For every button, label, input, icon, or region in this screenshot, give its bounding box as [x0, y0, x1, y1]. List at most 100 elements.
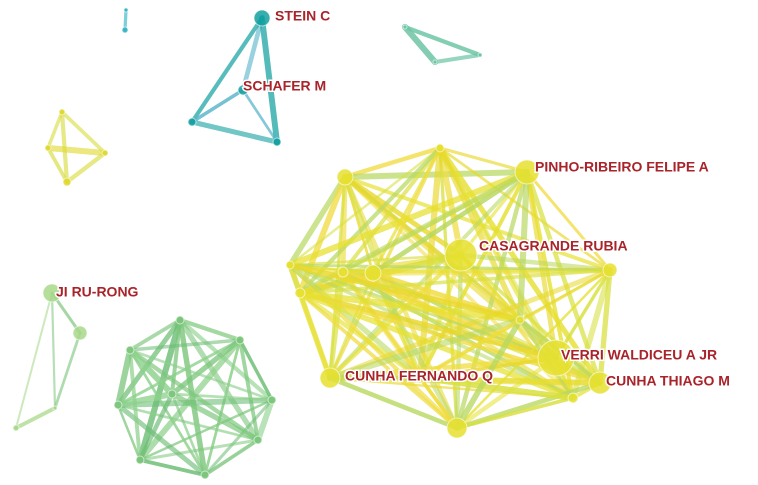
edge — [137, 391, 175, 463]
edge — [60, 110, 107, 155]
node — [187, 117, 197, 127]
edge — [203, 438, 260, 477]
edges — [14, 8, 614, 478]
edge — [138, 398, 274, 462]
edge — [177, 317, 243, 343]
node — [62, 177, 72, 187]
edge — [115, 347, 133, 408]
edge — [14, 291, 54, 430]
node — [444, 238, 478, 272]
edge — [116, 338, 242, 407]
node — [432, 59, 438, 65]
edge — [128, 348, 274, 402]
edge — [138, 458, 207, 477]
node — [235, 335, 245, 345]
edge — [115, 402, 208, 478]
edge — [46, 110, 64, 150]
node-label: VERRI WALDICEU A JR — [561, 347, 717, 363]
node — [514, 159, 540, 185]
node — [175, 315, 185, 325]
node — [135, 455, 145, 465]
edge — [136, 316, 184, 464]
node — [125, 345, 135, 355]
edge — [570, 267, 613, 401]
node — [567, 392, 579, 404]
node — [52, 405, 58, 411]
edge — [327, 267, 613, 381]
node — [337, 266, 349, 278]
edge — [115, 397, 275, 408]
edge — [128, 348, 207, 477]
edge — [455, 396, 575, 430]
edge — [128, 348, 142, 462]
node — [123, 7, 129, 13]
edge — [240, 15, 265, 93]
node — [319, 367, 341, 389]
node-label: JI RU-RONG — [56, 284, 139, 300]
node — [285, 260, 295, 270]
node — [253, 9, 271, 27]
edge — [287, 174, 348, 268]
edge — [454, 317, 523, 431]
edge — [53, 331, 82, 410]
edge — [288, 146, 442, 267]
edge — [516, 168, 531, 324]
labels: STEIN C SCHAFER M PINHO-RIBEIRO FELIPE A… — [55, 6, 732, 390]
node-label: CUNHA THIAGO M — [606, 373, 730, 389]
edge — [238, 338, 260, 442]
edge — [190, 88, 245, 124]
node — [414, 372, 426, 384]
node — [477, 52, 483, 58]
node — [537, 339, 575, 377]
nodes — [12, 7, 618, 480]
node-label: SCHAFER M — [243, 78, 326, 94]
node-label: CASAGRANDE RUBIA — [479, 238, 628, 254]
node — [253, 435, 263, 445]
edge — [126, 346, 176, 398]
edge — [455, 268, 612, 430]
edge — [437, 145, 523, 323]
edge — [128, 318, 182, 352]
node — [602, 262, 618, 278]
edge — [116, 403, 142, 462]
node — [294, 287, 306, 299]
node — [44, 144, 52, 152]
edge — [286, 168, 531, 269]
node — [588, 371, 612, 395]
node — [72, 325, 88, 341]
edge — [241, 88, 279, 144]
edge — [438, 146, 529, 174]
edge — [127, 347, 261, 443]
edge — [189, 15, 265, 125]
edge — [170, 392, 274, 402]
edge — [417, 317, 523, 381]
node — [267, 395, 277, 405]
node-label: CUNHA FERNANDO Q — [345, 368, 493, 384]
edge — [116, 403, 260, 442]
node — [272, 137, 282, 147]
node — [12, 424, 20, 432]
node — [515, 315, 525, 325]
node — [58, 108, 66, 116]
edge — [326, 316, 524, 382]
node — [435, 143, 445, 153]
node-label: PINHO-RIBEIRO FELIPE A — [535, 159, 709, 175]
edge — [327, 355, 559, 381]
edge — [169, 391, 261, 443]
edge — [296, 289, 524, 324]
edge — [44, 144, 109, 157]
edge — [417, 375, 576, 401]
node — [121, 26, 129, 34]
edge — [64, 150, 108, 185]
edge — [297, 290, 333, 381]
edge — [138, 438, 260, 462]
edge — [255, 397, 275, 443]
edge — [259, 15, 280, 145]
node — [402, 24, 408, 30]
node — [237, 84, 249, 96]
node — [42, 283, 62, 303]
node — [336, 168, 354, 186]
edge — [189, 119, 280, 145]
edge — [287, 262, 523, 323]
edge — [340, 145, 443, 275]
